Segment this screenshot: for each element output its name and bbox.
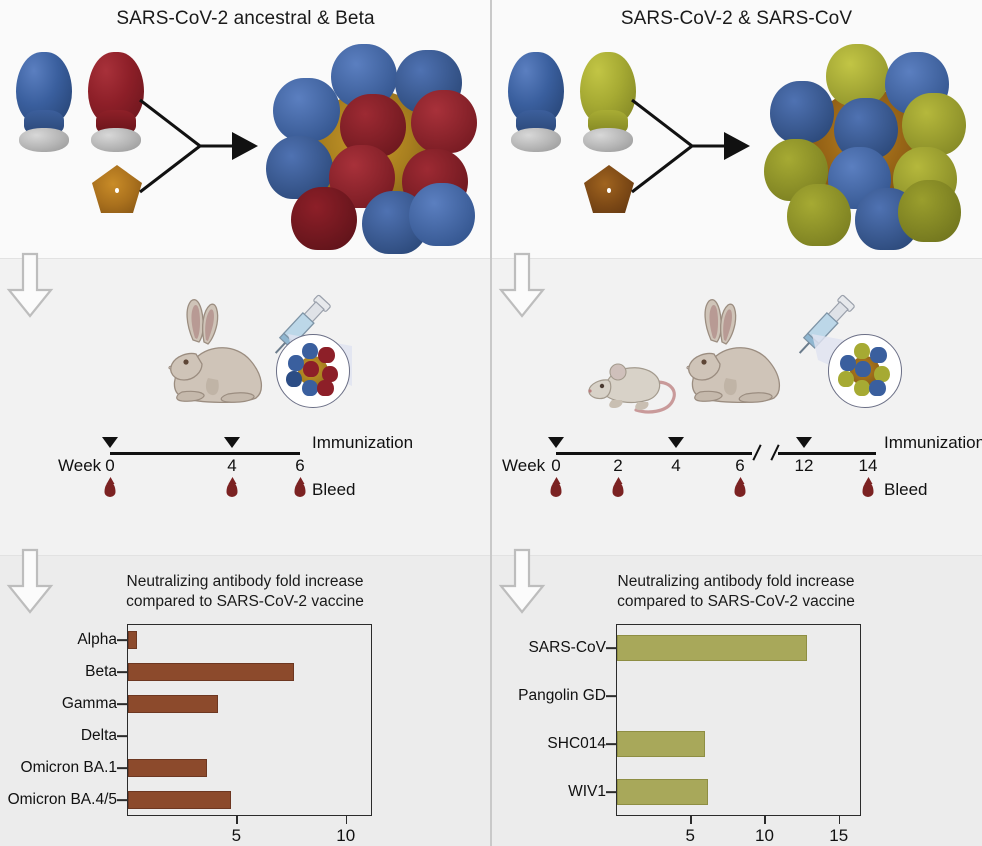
- timeline-tick-0-left: 0: [105, 456, 115, 475]
- timeline-tick-6-right: 6: [735, 456, 745, 475]
- chart-right-title-line1: Neutralizing antibody fold increase: [617, 573, 855, 590]
- nanoparticle-zoom-right: [838, 342, 892, 398]
- immunization-marker-week-4-left: [224, 437, 240, 448]
- category-label-left-2: Gamma: [61, 695, 117, 712]
- bleed-drop-week-0-left: [104, 482, 116, 497]
- chart-left-title-line2: compared to SARS-CoV-2 vaccine: [126, 592, 364, 610]
- bar-right-0: [617, 634, 808, 662]
- chart-right-title-line2: compared to SARS-CoV-2 vaccine: [617, 592, 855, 610]
- bleed-label-left: Bleed: [312, 480, 356, 499]
- chart-left-title-line1: Neutralizing antibody fold increase: [126, 573, 364, 590]
- timeline-tick-6-left: 6: [295, 456, 305, 475]
- flow-down-arrow-left-2: [6, 548, 54, 614]
- bar-right-3: [617, 778, 708, 806]
- mouse-illustration-right: [588, 363, 676, 414]
- rabbit-illustration-left: [168, 299, 262, 404]
- x-tick-left-1: [345, 816, 348, 824]
- category-tick-left-4: [117, 767, 127, 769]
- flow-down-arrow-right-2: [498, 548, 546, 614]
- category-label-right-2: SHC014: [547, 735, 606, 752]
- bleed-drop-week-6-right: [734, 482, 746, 497]
- immunization-marker-week-0-right: [548, 437, 564, 448]
- bar-right-2: [617, 730, 705, 758]
- timeline-week-prefix-right: Week: [502, 456, 546, 475]
- bar-left-2: [128, 695, 218, 713]
- timeline-tick-12-right: 12: [794, 456, 814, 475]
- category-tick-right-3: [606, 791, 616, 793]
- timeline-tick-4-left: 4: [227, 456, 237, 475]
- category-tick-left-5: [117, 799, 127, 801]
- category-tick-left-2: [117, 703, 127, 705]
- bleed-drop-week-2-right: [612, 482, 624, 497]
- mosaic-nanoparticle-blue-red: [262, 44, 484, 254]
- nanoparticle-zoom-left: [286, 342, 340, 398]
- category-tick-right-0: [606, 647, 616, 649]
- magnifier-circle-left: [276, 334, 350, 408]
- flow-down-arrow-right-1: [498, 252, 546, 318]
- spike-blue-sars2-icon: [508, 52, 564, 152]
- category-label-right-1: Pangolin GD: [518, 687, 606, 704]
- x-tick-right-0: [690, 816, 692, 824]
- x-label-right-0: 5: [685, 826, 695, 845]
- immunization-marker-week-4-right: [668, 437, 684, 448]
- rabbit-illustration-right: [686, 299, 780, 404]
- category-label-left-4: Omicron BA.1: [20, 759, 117, 776]
- timeline-axis-right-a: [556, 452, 752, 455]
- bar-left-4: [128, 759, 207, 777]
- timeline-tick-4-right: 4: [671, 456, 681, 475]
- bleed-drop-week-6-left: [294, 482, 306, 497]
- category-tick-right-1: [606, 695, 616, 697]
- category-label-left-3: Delta: [80, 727, 117, 744]
- x-label-right-1: 10: [755, 826, 774, 845]
- chart-left-plot-area: [127, 624, 372, 816]
- timeline-axis-right-b: [778, 452, 876, 455]
- bar-left-1: [128, 663, 295, 681]
- column-divider: [490, 0, 492, 846]
- immunization-marker-week-12-right: [796, 437, 812, 448]
- category-label-left-0: Alpha: [77, 631, 117, 648]
- category-tick-left-3: [117, 735, 127, 737]
- right-panel-title: SARS-CoV-2 & SARS-CoV: [620, 8, 853, 29]
- timeline-tick-0-right: 0: [551, 456, 561, 475]
- category-label-right-3: WIV1: [568, 783, 606, 800]
- timeline-tick-2-right: 2: [613, 456, 623, 475]
- category-label-left-1: Beta: [85, 663, 117, 680]
- spike-red-beta-icon: [88, 52, 144, 152]
- immunization-label-left: Immunization: [312, 433, 414, 452]
- left-panel-title: SARS-CoV-2 ancestral & Beta: [116, 8, 375, 29]
- bleed-drop-week-4-left: [226, 482, 238, 497]
- category-tick-left-1: [117, 671, 127, 673]
- magnifier-circle-right: [828, 334, 902, 408]
- timeline-axis-left: [110, 452, 300, 455]
- x-tick-right-2: [838, 816, 841, 824]
- immunization-marker-week-0-left: [102, 437, 118, 448]
- category-tick-left-0: [117, 639, 127, 641]
- spike-olive-sarscov-icon: [580, 52, 636, 152]
- bar-left-5: [128, 791, 231, 809]
- category-label-right-0: SARS-CoV: [528, 639, 606, 656]
- bleed-label-right: Bleed: [884, 480, 928, 499]
- timeline-week-prefix-left: Week: [58, 456, 102, 475]
- spike-blue-ancestral-icon: [16, 52, 72, 152]
- merge-arrow-left: [139, 98, 258, 194]
- x-label-left-0: 5: [231, 826, 242, 845]
- mosaic-nanoparticle-blue-olive: [762, 44, 974, 250]
- immunization-label-right: Immunization: [884, 433, 982, 452]
- category-label-left-5: Omicron BA.4/5: [7, 791, 117, 808]
- x-label-left-1: 10: [336, 826, 356, 845]
- category-tick-right-2: [606, 743, 616, 745]
- bleed-drop-week-0-right: [550, 482, 562, 497]
- flow-down-arrow-left-1: [6, 252, 54, 318]
- x-tick-left-0: [236, 816, 239, 824]
- x-label-right-2: 15: [829, 826, 849, 845]
- merge-arrow-right: [631, 98, 750, 194]
- bar-left-0: [128, 631, 137, 649]
- bleed-drop-week-14-right: [862, 482, 874, 497]
- timeline-tick-14-right: 14: [858, 456, 878, 475]
- x-tick-right-1: [764, 816, 767, 824]
